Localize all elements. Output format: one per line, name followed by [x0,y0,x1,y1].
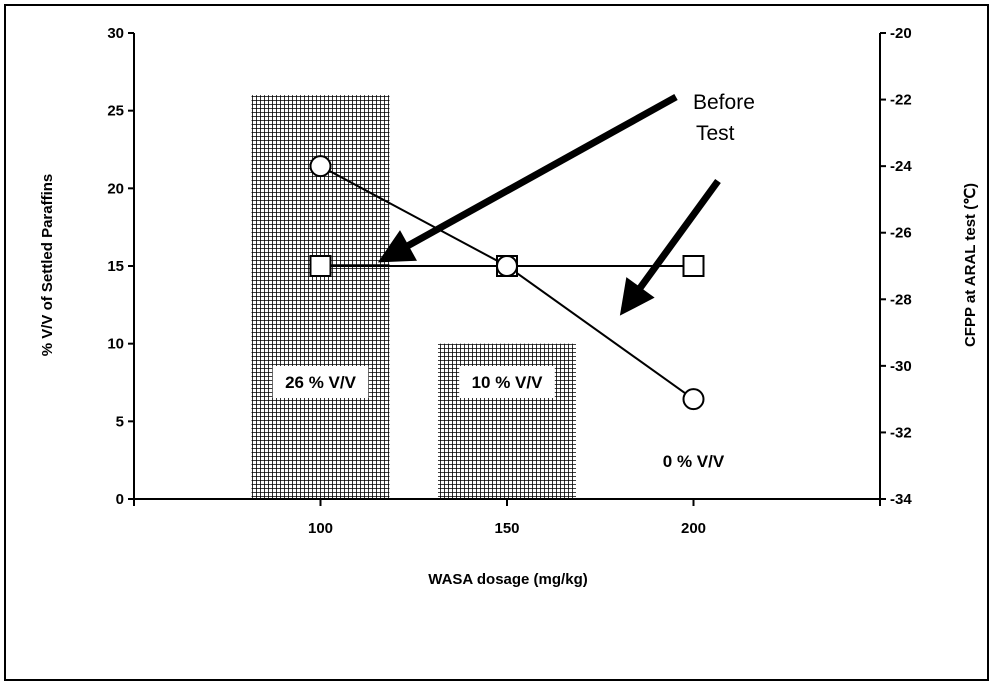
annotation-line-2: Test [696,122,735,145]
square-marker-200 [682,255,705,277]
chart-frame [4,4,989,681]
square-marker-100 [309,255,332,277]
x-axis-title: WASA dosage (mg/kg) [428,571,587,588]
bar-label-2: 10 % V/V [472,373,544,392]
y-right-tick-label: -34 [890,491,912,508]
bar-label-box-2 [459,366,555,398]
x-tick-label: 200 [681,520,706,537]
bar-label-3: 0 % V/V [663,452,725,471]
bar-label-1: 26 % V/V [285,373,357,392]
y-left-tick-label: 30 [107,25,124,42]
series-layer [309,155,705,411]
circle-marker-150 [496,255,518,277]
circle-marker-100 [309,155,332,178]
y-right-axis-title: CFPP at ARAL test (℃) [962,183,979,347]
y-left-tick-label: 25 [107,103,124,120]
circle-marker-200 [682,388,705,411]
y-right-tick-label: -28 [890,291,912,308]
y-right-tick-label: -30 [890,358,912,375]
y-right-tick-label: -24 [890,158,912,175]
axes-layer: 0 5 10 15 20 25 30 -34 -32 -30 -28 -26 -24 -22 -20 100 1… [107,25,912,537]
bar-label-box-1 [272,366,369,398]
y-left-axis-title: % V/V of Settled Paraffins [39,174,56,357]
annotation-arrow-before [377,93,678,263]
y-left-tick-label: 20 [107,180,124,197]
y-left-tick-label: 0 [116,491,124,508]
y-left-tick-label: 5 [116,413,124,430]
y-left-tick-label: 10 [107,336,124,353]
y-right-tick-label: -32 [890,424,912,441]
y-right-tick-label: -26 [890,225,912,242]
y-right-tick-label: -22 [890,92,912,109]
y-left-tick-label: 15 [107,258,124,275]
annotation-arrow-test [619,178,721,316]
x-tick-label: 150 [494,520,519,537]
y-right-tick-label: -20 [890,25,912,42]
annotation-line-1: Before [693,91,755,114]
x-tick-label: 100 [308,520,333,537]
